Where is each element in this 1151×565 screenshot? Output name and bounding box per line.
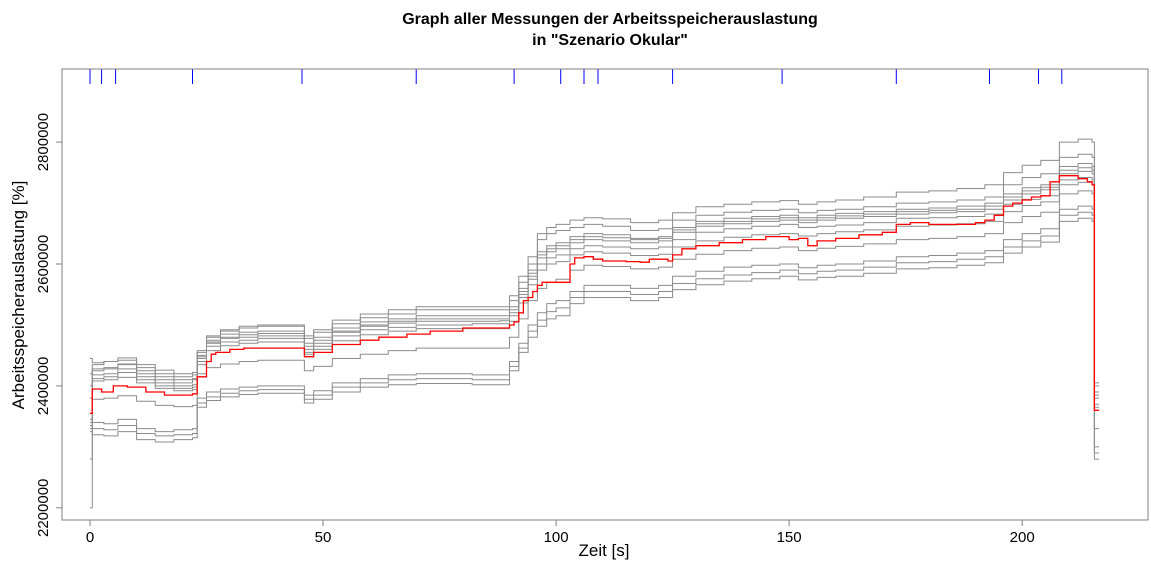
measurement-run-line-7 [90, 217, 1100, 460]
x-tick-label-150: 150 [777, 529, 802, 546]
measurement-run-line-9 [90, 190, 1100, 430]
measurement-run-line-2 [90, 170, 1100, 509]
measurement-run-line-11 [90, 181, 1100, 408]
mean-series-line [90, 175, 1100, 414]
y-tick-label-2200000: 2200000 [35, 479, 52, 537]
measurement-run-line-1 [90, 163, 1100, 460]
x-tick-label-0: 0 [86, 529, 94, 546]
y-axis-label: Arbeitsspeicherauslastung [%] [9, 181, 28, 410]
chart-title-line-1: Graph aller Messungen der Arbeitsspeiche… [402, 11, 818, 28]
chart-title-line-2: in "Szenario Okular" [532, 32, 688, 49]
measurement-run-line-10 [90, 138, 1100, 384]
y-tick-label-2600000: 2600000 [35, 235, 52, 293]
axes: 0 50 100 150 200 2200000 2400000 2600000 2800000 [35, 113, 1035, 546]
x-tick-label-200: 200 [1010, 529, 1035, 546]
x-tick-label-50: 50 [315, 529, 332, 546]
measurement-run-line-4 [90, 177, 1100, 423]
y-tick-label-2400000: 2400000 [35, 357, 52, 415]
plot-area [89, 69, 1100, 509]
x-axis-label: Zeit [s] [578, 541, 629, 560]
y-tick-label-2800000: 2800000 [35, 113, 52, 171]
plot-frame [61, 68, 1149, 521]
x-tick-label-100: 100 [544, 529, 569, 546]
